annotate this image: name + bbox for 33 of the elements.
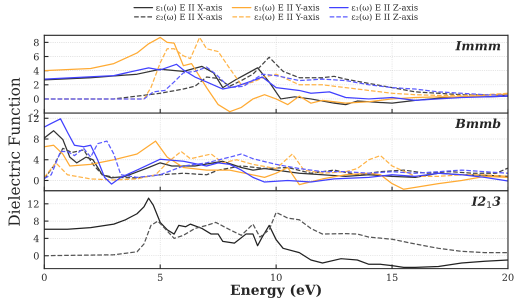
line-series (44, 118, 508, 185)
y-tick-label: 4 (34, 67, 39, 74)
y-tick-label: 0 (34, 95, 39, 103)
legend-label: ε₂(ω) E II X-axis (156, 13, 222, 22)
y-tick-label: 12 (28, 200, 38, 208)
y-tick-label: 8 (34, 38, 39, 46)
x-tick-label: 10 (271, 274, 282, 282)
y-tick-label: 2 (34, 81, 38, 88)
y-tick-label: 8 (34, 135, 39, 143)
y-tick-label: 4 (34, 156, 39, 164)
legend-label: ε₁(ω) E II Y-axis (254, 4, 320, 12)
annotation: Bmmb (454, 118, 500, 128)
legend-label: ε₂(ω) E II Y-axis (254, 13, 320, 22)
line-series (44, 212, 508, 256)
x-tick-label: 20 (502, 274, 514, 282)
annotation: I2$_{1}$3 (471, 196, 500, 208)
line-series (44, 130, 508, 179)
y-tick-label: 12 (28, 114, 38, 122)
legend-label: ε₂(ω) E II Z-axis (352, 13, 418, 22)
y-tick-label: 0 (34, 252, 39, 260)
legend-label: ε₁(ω) E II Z-axis (352, 4, 418, 12)
y-tick-label: 8 (34, 218, 39, 225)
y-tick-label: 4 (34, 234, 39, 242)
x-tick-label: 0 (42, 274, 47, 282)
legend-label: ε₁(ω) E II X-axis (156, 4, 222, 12)
x-tick-label: 15 (387, 274, 398, 282)
y-tick-label: 6 (34, 52, 39, 60)
y-axis-title: Dielectric Function (8, 78, 20, 226)
y-tick-label: 0 (34, 176, 39, 184)
line-series (44, 140, 508, 180)
annotation: Immm (455, 41, 500, 50)
x-tick-label: 5 (158, 274, 163, 282)
x-axis-title: Energy (eV) (230, 284, 321, 298)
